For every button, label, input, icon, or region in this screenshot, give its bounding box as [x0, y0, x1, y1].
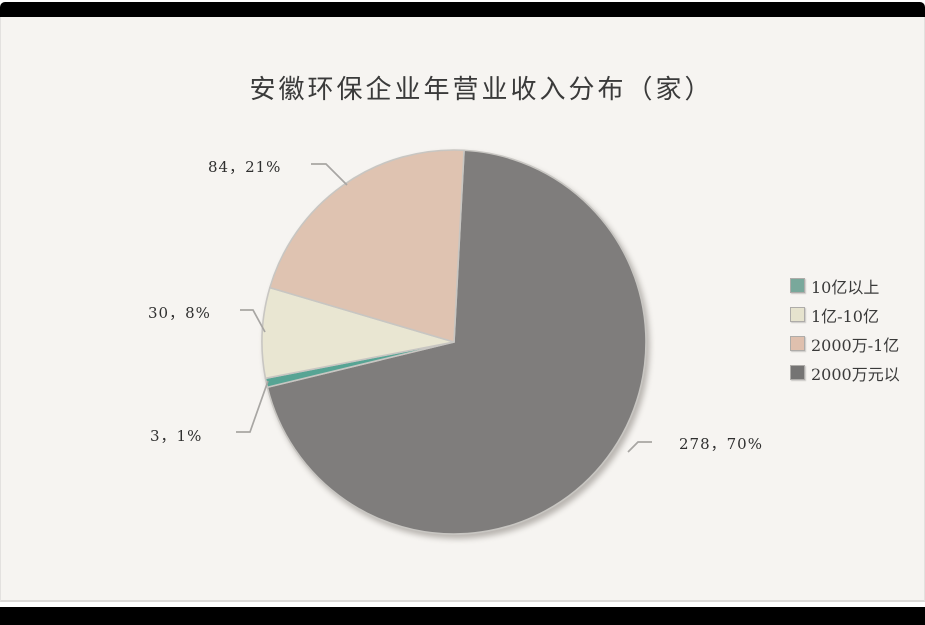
leader-line — [236, 380, 269, 433]
data-label: 84，21% — [208, 158, 282, 176]
legend-label: 2000万元以 — [811, 364, 900, 384]
bottom-black-bar — [0, 607, 925, 625]
leader-line — [311, 163, 348, 186]
leader-line — [627, 441, 652, 453]
chart-title: 安徽环保企业年营业收入分布（家） — [249, 75, 714, 105]
data-label: 30，8% — [148, 304, 211, 322]
legend-swatch-icon — [790, 336, 805, 351]
legend-item: 1亿-10亿 — [790, 300, 900, 329]
data-label: 3，1% — [150, 427, 203, 445]
legend-item: 2000万-1亿 — [790, 329, 900, 358]
pie-slices-group — [261, 149, 647, 535]
legend-label: 1亿-10亿 — [811, 306, 879, 326]
leader-line — [240, 309, 266, 333]
pie-slice-2000万-1亿 — [269, 149, 465, 343]
legend-swatch-icon — [790, 307, 805, 322]
legend-swatch-icon — [790, 365, 805, 380]
data-label: 278，70% — [679, 435, 763, 453]
top-black-bar — [0, 2, 925, 17]
legend-item: 2000万元以 — [790, 358, 900, 387]
legend-item: 10亿以上 — [790, 271, 900, 300]
legend-label: 10亿以上 — [811, 277, 880, 297]
pie-slice-2000万元以 — [266, 149, 647, 535]
leader-lines-group — [236, 163, 652, 453]
legend-swatch-icon — [790, 278, 805, 293]
legend-label: 2000万-1亿 — [811, 335, 900, 355]
legend: 10亿以上 1亿-10亿 2000万-1亿 2000万元以 — [790, 271, 900, 387]
